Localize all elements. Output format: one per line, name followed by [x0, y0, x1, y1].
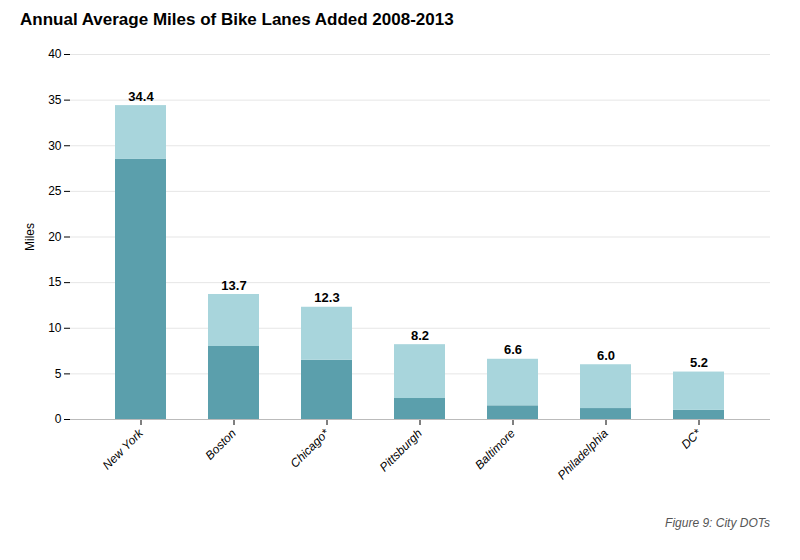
svg-text:Boston: Boston: [203, 426, 240, 463]
svg-text:0: 0: [55, 412, 62, 426]
svg-text:Chicago*: Chicago*: [287, 426, 332, 471]
svg-text:20: 20: [48, 230, 62, 244]
svg-text:10: 10: [48, 321, 62, 335]
svg-text:Miles: Miles: [23, 223, 37, 251]
svg-text:15: 15: [48, 275, 62, 289]
svg-text:13.7: 13.7: [221, 278, 246, 293]
svg-text:6.6: 6.6: [504, 342, 522, 357]
html-text:Annual Average Miles of Bike L: Annual Average Miles of Bike Lanes Added…: [20, 10, 454, 29]
svg-text:Philadelphia: Philadelphia: [555, 426, 611, 482]
svg-text:34.4: 34.4: [128, 89, 154, 104]
html-text:Figure 9: City DOTs: Figure 9: City DOTs: [665, 516, 770, 530]
svg-text:5.2: 5.2: [690, 355, 708, 370]
svg-text:DC*: DC*: [678, 426, 704, 452]
svg-text:35: 35: [48, 93, 62, 107]
svg-text:Baltimore: Baltimore: [472, 426, 518, 472]
svg-text:8.2: 8.2: [411, 328, 429, 343]
svg-text:Pittsburgh: Pittsburgh: [377, 426, 425, 474]
svg-text:30: 30: [48, 139, 62, 153]
svg-text:25: 25: [48, 184, 62, 198]
svg-text:6.0: 6.0: [597, 348, 615, 363]
svg-text:New York: New York: [100, 426, 147, 473]
svg-text:5: 5: [55, 367, 62, 381]
svg-text:40: 40: [48, 47, 62, 61]
svg-text:12.3: 12.3: [314, 290, 339, 305]
